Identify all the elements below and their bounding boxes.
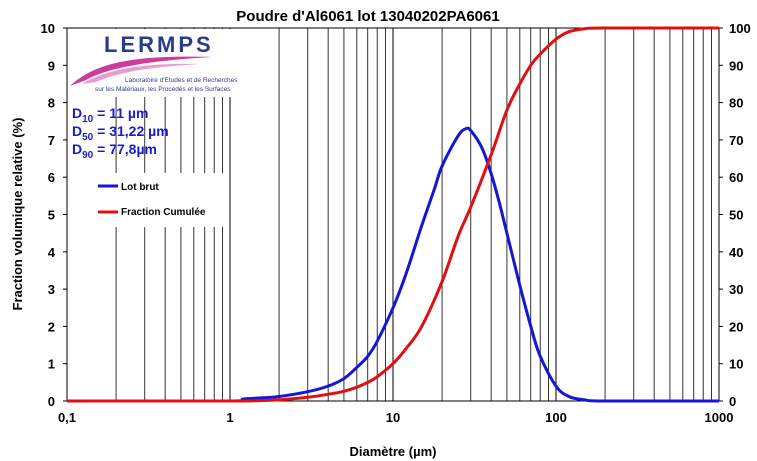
x-tick-label: 1 [226,410,233,425]
y-left-tick-label: 1 [48,357,55,372]
y-left-tick-label: 4 [48,245,56,260]
logo-swoosh-icon [70,56,212,86]
x-tick-label: 1000 [705,410,734,425]
d90-text: D90 = 77,8µm [72,141,157,161]
logo-wordmark: LERMPS [104,32,214,57]
y-left-tick-label: 2 [48,319,55,334]
y-right-tick-label: 20 [729,319,743,334]
legend-label-lot-brut: Lot brut [121,182,159,193]
d10-text: D10 = 11 µm [72,105,148,125]
y-left-tick-label: 7 [48,133,55,148]
y-left-tick-label: 0 [48,394,55,409]
logo-subtitle-1: Laboratoire d'Etudes et de Recherches [125,77,238,84]
y-left-tick-label: 8 [48,96,55,111]
y-left-tick-label: 6 [48,170,55,185]
y-left-tick-label: 9 [48,58,55,73]
y-right-tick-label: 30 [729,282,743,297]
x-tick-label: 100 [545,410,567,425]
y-right-tick-label: 70 [729,133,743,148]
y-right-tick-label: 80 [729,96,743,111]
logo-subtitle-2: sur les Matériaux, les Procédés et les S… [95,86,231,93]
x-tick-label: 10 [386,410,400,425]
y-right-tick-label: 90 [729,58,743,73]
legend: Lot brut Fraction Cumulée [88,173,226,227]
y-right-tick-label: 60 [729,170,743,185]
y-left-tick-labels: 0 1 2 3 4 5 6 7 8 9 10 [41,21,67,409]
d50-text: D50 = 31,22 µm [72,123,169,143]
y-left-tick-label: 5 [48,208,55,223]
logo-swoosh-icon-2 [82,63,200,84]
y-left-tick-label: 10 [41,21,55,36]
lermps-logo: LERMPS Laboratoire d'Etudes et de Recher… [68,29,258,97]
y-right-tick-label: 50 [729,208,743,223]
y-left-tick-label: 3 [48,282,55,297]
series-group [67,26,720,403]
chart-title: Poudre d'Al6061 lot 13040202PA6061 [236,8,499,25]
x-tick-labels: 0,1 1 10 100 1000 [58,410,734,425]
y-right-tick-label: 0 [729,394,736,409]
y-right-tick-label: 10 [729,357,743,372]
legend-label-fraction-cumulee: Fraction Cumulée [121,207,206,218]
y-axis-label: Fraction volumique relative (%) [10,118,25,311]
y-right-tick-labels: 0 10 20 30 40 50 60 70 80 90 100 [719,21,751,409]
x-tick-label: 0,1 [58,410,76,425]
d-values: D10 = 11 µm D50 = 31,22 µm D90 = 77,8µm [72,105,169,161]
x-axis-label: Diamètre (µm) [350,444,437,459]
series-line-fraction-cumulee [67,26,720,403]
y-right-tick-label: 40 [729,245,743,260]
y-right-tick-label: 100 [729,21,751,36]
series-line-lot-brut [67,126,719,403]
